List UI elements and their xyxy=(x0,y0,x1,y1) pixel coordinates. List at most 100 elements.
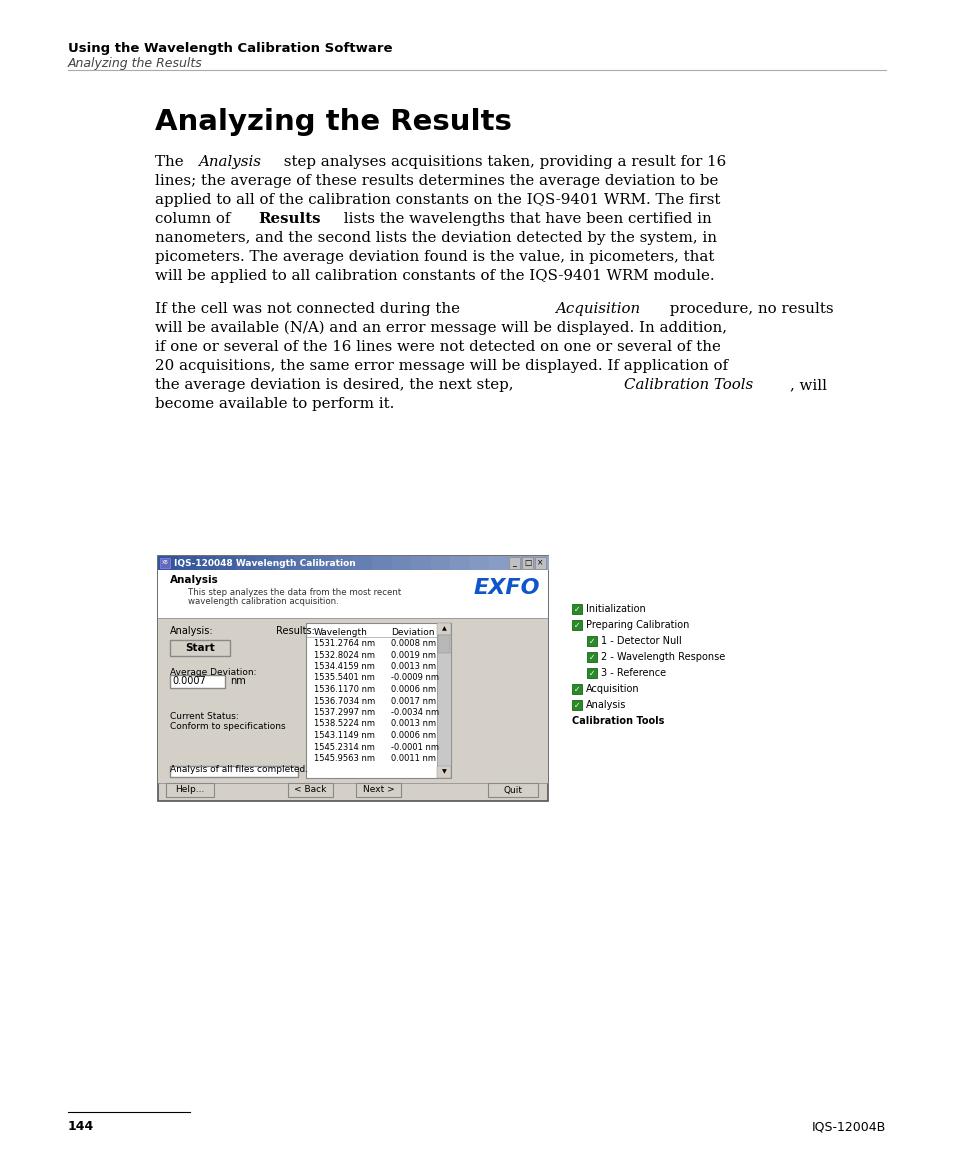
Text: procedure, no results: procedure, no results xyxy=(664,302,832,316)
Bar xyxy=(166,783,213,797)
Text: 1535.5401 nm: 1535.5401 nm xyxy=(314,673,375,683)
Bar xyxy=(572,620,581,630)
Bar xyxy=(489,556,510,570)
Bar xyxy=(436,624,451,635)
Text: ▼: ▼ xyxy=(441,770,446,774)
Text: nm: nm xyxy=(230,677,246,686)
Bar xyxy=(528,556,548,570)
Text: Average Deviation:: Average Deviation: xyxy=(170,668,256,677)
Text: if one or several of the 16 lines were not detected on one or several of the: if one or several of the 16 lines were n… xyxy=(154,340,720,353)
Text: 1545.2314 nm: 1545.2314 nm xyxy=(314,743,375,751)
Bar xyxy=(177,556,198,570)
Text: If the cell was not connected during the: If the cell was not connected during the xyxy=(154,302,464,316)
Text: become available to perform it.: become available to perform it. xyxy=(154,398,394,411)
Bar xyxy=(160,557,170,568)
Text: Analyzing the Results: Analyzing the Results xyxy=(154,108,512,136)
Bar xyxy=(355,783,400,797)
Bar xyxy=(450,556,471,570)
Text: Results: Results xyxy=(258,212,321,226)
Bar xyxy=(436,624,451,778)
Text: Analysis: Analysis xyxy=(585,700,626,710)
Text: applied to all of the calibration constants on the IQS-9401 WRM. The first: applied to all of the calibration consta… xyxy=(154,194,720,207)
Text: Acquisition: Acquisition xyxy=(585,684,639,694)
Bar xyxy=(294,556,314,570)
Text: Analysis of all files completed.: Analysis of all files completed. xyxy=(170,765,308,774)
Bar xyxy=(314,556,335,570)
Text: Results:: Results: xyxy=(275,626,314,636)
Text: This step analyzes the data from the most recent: This step analyzes the data from the mos… xyxy=(188,588,401,597)
Text: ✓: ✓ xyxy=(588,653,595,662)
Text: 1534.4159 nm: 1534.4159 nm xyxy=(314,662,375,671)
Text: Next >: Next > xyxy=(362,786,394,795)
Text: -0.0034 nm: -0.0034 nm xyxy=(391,708,438,717)
Text: 1538.5224 nm: 1538.5224 nm xyxy=(314,720,375,729)
Text: column of: column of xyxy=(154,212,235,226)
Text: 0.0019 nm: 0.0019 nm xyxy=(391,650,436,659)
Text: Analyzing the Results: Analyzing the Results xyxy=(68,57,203,70)
Text: Analysis:: Analysis: xyxy=(170,626,213,636)
Text: 0.0008 nm: 0.0008 nm xyxy=(391,639,436,648)
Text: lists the wavelengths that have been certified in: lists the wavelengths that have been cer… xyxy=(339,212,711,226)
Text: Using the Wavelength Calibration Software: Using the Wavelength Calibration Softwar… xyxy=(68,42,392,54)
Text: lines; the average of these results determines the average deviation to be: lines; the average of these results dete… xyxy=(154,174,718,188)
Text: 1543.1149 nm: 1543.1149 nm xyxy=(314,731,375,739)
Bar xyxy=(158,556,178,570)
Text: ▲: ▲ xyxy=(441,627,446,632)
Bar xyxy=(274,556,295,570)
Text: ✓: ✓ xyxy=(588,669,595,678)
Bar xyxy=(509,557,519,569)
Text: 0.0017 nm: 0.0017 nm xyxy=(391,697,436,706)
Text: 0.0013 nm: 0.0013 nm xyxy=(391,720,436,729)
Text: will be available (N/A) and an error message will be displayed. In addition,: will be available (N/A) and an error mes… xyxy=(154,321,726,335)
Text: Preparing Calibration: Preparing Calibration xyxy=(585,620,689,630)
Text: 1532.8024 nm: 1532.8024 nm xyxy=(314,650,375,659)
Bar xyxy=(586,653,597,662)
Text: Calibration Tools: Calibration Tools xyxy=(572,716,663,726)
Text: 0.0013 nm: 0.0013 nm xyxy=(391,662,436,671)
Bar xyxy=(372,556,393,570)
Text: 1 - Detector Null: 1 - Detector Null xyxy=(600,636,681,646)
Bar xyxy=(392,556,412,570)
Text: 3 - Reference: 3 - Reference xyxy=(600,668,665,678)
Bar xyxy=(196,556,217,570)
Text: Current Status:: Current Status: xyxy=(170,712,238,721)
Text: Calibration Tools: Calibration Tools xyxy=(623,378,752,392)
Text: ×: × xyxy=(537,559,543,568)
Bar xyxy=(158,570,547,618)
Text: Conform to specifications: Conform to specifications xyxy=(170,722,285,731)
Text: ✓: ✓ xyxy=(573,685,579,693)
Bar xyxy=(488,783,537,797)
Bar xyxy=(235,556,256,570)
Text: 1531.2764 nm: 1531.2764 nm xyxy=(314,639,375,648)
Text: 0.0007: 0.0007 xyxy=(172,677,206,686)
Bar xyxy=(288,783,333,797)
Text: Help...: Help... xyxy=(175,786,205,795)
Text: 0.0006 nm: 0.0006 nm xyxy=(391,731,436,739)
Bar xyxy=(216,556,236,570)
Text: IQS-12004B: IQS-12004B xyxy=(811,1120,885,1134)
Bar xyxy=(353,556,374,570)
Text: 144: 144 xyxy=(68,1120,94,1134)
Bar xyxy=(572,604,581,614)
Bar xyxy=(535,557,545,569)
Bar xyxy=(572,684,581,694)
Text: Analysis: Analysis xyxy=(198,155,261,169)
Bar xyxy=(572,700,581,710)
Text: 20 acquisitions, the same error message will be displayed. If application of: 20 acquisitions, the same error message … xyxy=(154,359,727,373)
Text: 1536.1170 nm: 1536.1170 nm xyxy=(314,685,375,694)
Text: XB: XB xyxy=(161,561,168,566)
Text: 0.0006 nm: 0.0006 nm xyxy=(391,685,436,694)
Text: < Back: < Back xyxy=(294,786,326,795)
Bar xyxy=(586,668,597,678)
Text: ✓: ✓ xyxy=(588,636,595,646)
Text: Start: Start xyxy=(185,643,214,653)
Bar xyxy=(158,618,547,783)
Bar xyxy=(586,636,597,646)
Text: 1537.2997 nm: 1537.2997 nm xyxy=(314,708,375,717)
Text: Acquisition: Acquisition xyxy=(554,302,639,316)
Text: the average deviation is desired, the next step,: the average deviation is desired, the ne… xyxy=(154,378,517,392)
Bar xyxy=(170,675,225,688)
Bar xyxy=(521,557,533,569)
Text: nanometers, and the second lists the deviation detected by the system, in: nanometers, and the second lists the dev… xyxy=(154,231,717,245)
Bar xyxy=(437,635,450,653)
